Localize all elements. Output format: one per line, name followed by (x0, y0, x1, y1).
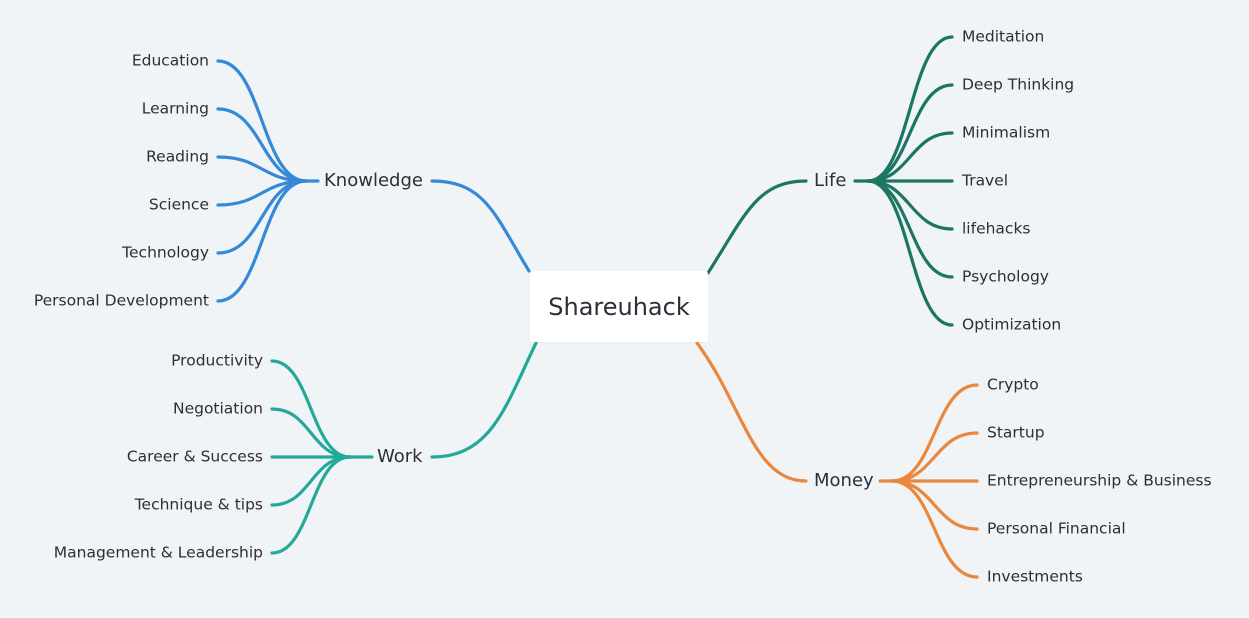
connector-life-5 (866, 179, 954, 279)
leaf-work-productivity[interactable]: Productivity (171, 351, 263, 370)
leaf-money-personal-financial[interactable]: Personal Financial (987, 519, 1126, 538)
leaf-knowledge-education[interactable]: Education (131, 51, 209, 70)
connector-work-1 (270, 407, 352, 459)
leaf-life-deep-thinking[interactable]: Deep Thinking (962, 75, 1075, 94)
connector-life-1 (866, 83, 954, 183)
connector-root-money (695, 341, 808, 483)
leaf-work-management-leadership[interactable]: Management & Leadership (53, 543, 263, 562)
connector-work-3 (270, 455, 352, 507)
branch-knowledge[interactable]: Knowledge (324, 170, 423, 191)
leaf-money-investments[interactable]: Investments (987, 567, 1083, 586)
leaf-money-startup[interactable]: Startup (987, 423, 1045, 442)
leaf-work-technique-tips[interactable]: Technique & tips (134, 495, 263, 514)
connector-life-0 (866, 35, 954, 183)
leaf-life-minimalism[interactable]: Minimalism (962, 123, 1051, 142)
leaf-money-crypto[interactable]: Crypto (987, 375, 1039, 394)
connector-knowledge-0 (216, 59, 308, 183)
connector-money-1 (890, 431, 979, 483)
root-label: Shareuhack (548, 292, 690, 321)
connector-life-6 (866, 179, 954, 327)
connector-life-2 (866, 131, 954, 183)
branch-life[interactable]: Life (814, 170, 847, 191)
leaf-money-entrepreneurship-business[interactable]: Entrepreneurship & Business (987, 471, 1212, 490)
leaf-work-career-success[interactable]: Career & Success (126, 447, 263, 466)
connector-root-life (706, 179, 808, 275)
branch-money[interactable]: Money (814, 470, 874, 491)
leaf-life-psychology[interactable]: Psychology (962, 267, 1049, 286)
leaf-knowledge-reading[interactable]: Reading (146, 147, 209, 166)
connector-work-0 (270, 359, 352, 459)
leaf-life-optimization[interactable]: Optimization (962, 315, 1062, 334)
connector-root-work (430, 341, 538, 459)
leaf-knowledge-learning[interactable]: Learning (141, 99, 209, 118)
leaf-work-negotiation[interactable]: Negotiation (172, 399, 263, 418)
leaf-knowledge-personal-development[interactable]: Personal Development (33, 291, 209, 310)
leaf-knowledge-technology[interactable]: Technology (122, 243, 209, 262)
leaf-knowledge-science[interactable]: Science (148, 195, 209, 214)
leaf-life-lifehacks[interactable]: lifehacks (962, 219, 1031, 238)
branch-work[interactable]: Work (377, 446, 423, 467)
connector-knowledge-5 (216, 179, 308, 303)
connector-root-knowledge (430, 179, 531, 273)
leaf-life-meditation[interactable]: Meditation (962, 27, 1045, 46)
connector-knowledge-1 (216, 107, 308, 183)
connector-money-4 (890, 479, 979, 579)
leaf-life-travel[interactable]: Travel (962, 171, 1009, 190)
root-node[interactable]: Shareuhack (530, 271, 708, 342)
connector-money-0 (890, 383, 979, 483)
connector-work-4 (270, 455, 352, 555)
connector-money-3 (890, 479, 979, 531)
